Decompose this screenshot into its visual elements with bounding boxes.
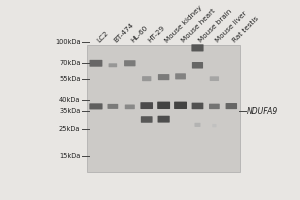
- Text: 40kDa: 40kDa: [59, 97, 80, 103]
- FancyBboxPatch shape: [158, 74, 170, 80]
- FancyBboxPatch shape: [175, 73, 186, 79]
- Text: Mouse heart: Mouse heart: [181, 8, 217, 44]
- Text: BT-474: BT-474: [113, 22, 135, 44]
- Text: HT-29: HT-29: [147, 25, 166, 44]
- FancyBboxPatch shape: [107, 104, 118, 109]
- Text: LC2: LC2: [96, 30, 110, 44]
- Text: 35kDa: 35kDa: [59, 108, 80, 114]
- FancyBboxPatch shape: [88, 45, 240, 172]
- FancyBboxPatch shape: [191, 44, 204, 51]
- FancyBboxPatch shape: [141, 116, 153, 123]
- FancyBboxPatch shape: [210, 76, 219, 81]
- FancyBboxPatch shape: [174, 102, 187, 109]
- Text: Rat testis: Rat testis: [231, 16, 260, 44]
- FancyBboxPatch shape: [89, 60, 102, 67]
- FancyBboxPatch shape: [192, 103, 203, 109]
- Text: 25kDa: 25kDa: [59, 126, 80, 132]
- FancyBboxPatch shape: [124, 60, 136, 66]
- FancyBboxPatch shape: [109, 63, 117, 67]
- Text: 100kDa: 100kDa: [55, 39, 80, 45]
- FancyBboxPatch shape: [142, 76, 152, 81]
- FancyBboxPatch shape: [89, 103, 103, 109]
- Text: Mouse kidney: Mouse kidney: [164, 5, 203, 44]
- FancyBboxPatch shape: [209, 104, 220, 109]
- Text: HL-60: HL-60: [130, 25, 149, 44]
- Text: NDUFA9: NDUFA9: [247, 107, 278, 116]
- Text: Mouse brain: Mouse brain: [197, 8, 233, 44]
- FancyBboxPatch shape: [158, 116, 170, 123]
- Text: Mouse liver: Mouse liver: [214, 10, 248, 44]
- FancyBboxPatch shape: [226, 103, 237, 109]
- FancyBboxPatch shape: [194, 123, 200, 127]
- Text: 55kDa: 55kDa: [59, 76, 80, 82]
- Text: 70kDa: 70kDa: [59, 60, 80, 66]
- FancyBboxPatch shape: [212, 124, 217, 127]
- FancyBboxPatch shape: [140, 102, 153, 109]
- Text: 15kDa: 15kDa: [59, 153, 80, 159]
- FancyBboxPatch shape: [192, 62, 203, 69]
- FancyBboxPatch shape: [125, 105, 135, 109]
- FancyBboxPatch shape: [157, 102, 170, 109]
